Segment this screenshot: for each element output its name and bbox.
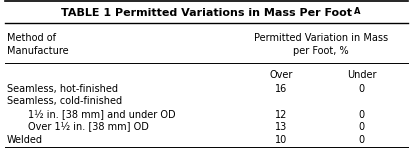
- Text: 0: 0: [358, 135, 364, 145]
- Text: 0: 0: [358, 84, 364, 94]
- Text: Welded: Welded: [7, 135, 43, 145]
- Text: A: A: [354, 7, 360, 16]
- Text: Over 1½ in. [38 mm] OD: Over 1½ in. [38 mm] OD: [28, 122, 149, 132]
- Text: 10: 10: [275, 135, 287, 145]
- Text: 0: 0: [358, 110, 364, 120]
- Text: 13: 13: [275, 122, 287, 132]
- Text: Under: Under: [347, 70, 376, 80]
- Text: TABLE 1 Permitted Variations in Mass Per Foot: TABLE 1 Permitted Variations in Mass Per…: [61, 8, 352, 18]
- Text: Over: Over: [269, 70, 292, 80]
- Text: 12: 12: [275, 110, 287, 120]
- Text: Method of
Manufacture: Method of Manufacture: [7, 33, 69, 56]
- Text: Seamless, cold-finished: Seamless, cold-finished: [7, 96, 122, 106]
- Text: 16: 16: [275, 84, 287, 94]
- Text: 0: 0: [358, 122, 364, 132]
- Text: Permitted Variation in Mass
per Foot, %: Permitted Variation in Mass per Foot, %: [254, 33, 388, 56]
- Text: Seamless, hot-finished: Seamless, hot-finished: [7, 84, 118, 94]
- Text: 1½ in. [38 mm] and under OD: 1½ in. [38 mm] and under OD: [28, 110, 175, 120]
